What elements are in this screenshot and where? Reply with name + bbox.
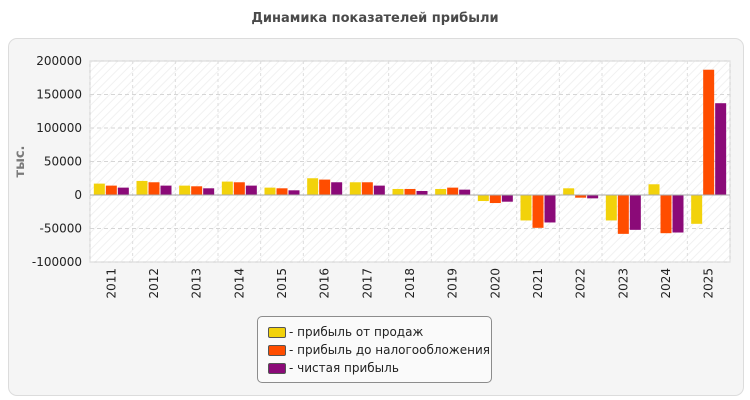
bar-net-profit-2017 — [373, 185, 385, 195]
bar-sales-profit-2014 — [221, 181, 233, 195]
bar-sales-profit-2013 — [179, 185, 191, 195]
bar-sales-profit-2024 — [648, 184, 660, 195]
bar-net-profit-2011 — [117, 187, 129, 195]
bar-sales-profit-2012 — [136, 180, 148, 195]
bar-pretax-profit-2020 — [489, 195, 501, 204]
legend-item-net-profit: - чистая прибыль — [268, 359, 399, 377]
x-tick-label: 2017 — [360, 268, 374, 299]
bar-pretax-profit-2024 — [660, 195, 672, 234]
legend-label-net-profit: - чистая прибыль — [289, 361, 399, 375]
bar-sales-profit-2022 — [563, 188, 575, 195]
bar-sales-profit-2018 — [392, 188, 404, 195]
bar-pretax-profit-2018 — [404, 188, 416, 195]
legend-swatch-pretax-profit — [268, 344, 286, 356]
x-tick-label: 2015 — [275, 268, 289, 299]
bar-pretax-profit-2023 — [617, 195, 629, 234]
bar-net-profit-2023 — [629, 195, 641, 230]
legend-swatch-sales-profit — [268, 326, 286, 338]
bar-net-profit-2012 — [160, 185, 172, 195]
bar-net-profit-2022 — [587, 195, 599, 199]
bar-pretax-profit-2025 — [703, 69, 715, 195]
bar-pretax-profit-2012 — [148, 182, 160, 195]
bar-net-profit-2019 — [459, 189, 471, 195]
bar-net-profit-2024 — [672, 195, 684, 233]
bar-pretax-profit-2017 — [361, 182, 373, 195]
legend-item-pretax-profit: - прибыль до налогообложения — [268, 341, 490, 359]
x-tick-label: 2016 — [318, 268, 332, 299]
bar-net-profit-2020 — [501, 195, 513, 202]
bar-sales-profit-2025 — [691, 195, 703, 224]
bar-net-profit-2014 — [245, 185, 257, 195]
bar-pretax-profit-2011 — [105, 185, 117, 195]
y-tick-label: -50000 — [39, 222, 82, 236]
y-tick-label: 150000 — [36, 88, 82, 102]
x-tick-label: 2012 — [147, 268, 161, 299]
x-tick-label: 2013 — [190, 268, 204, 299]
y-tick-label: 200000 — [36, 54, 82, 68]
x-tick-label: 2023 — [616, 268, 630, 299]
bar-sales-profit-2023 — [605, 195, 617, 221]
bar-sales-profit-2017 — [349, 182, 361, 195]
bar-pretax-profit-2013 — [191, 186, 203, 195]
x-tick-label: 2020 — [488, 268, 502, 299]
x-tick-label: 2018 — [403, 268, 417, 299]
chart-title: Динамика показателей прибыли — [251, 11, 499, 26]
y-tick-label: -100000 — [32, 255, 82, 269]
y-tick-label: 0 — [74, 188, 82, 202]
bar-net-profit-2015 — [288, 190, 300, 195]
bar-sales-profit-2019 — [435, 188, 447, 195]
x-tick-label: 2025 — [702, 268, 716, 299]
x-tick-label: 2019 — [446, 268, 460, 299]
legend-label-sales-profit: - прибыль от продаж — [289, 325, 424, 339]
bar-net-profit-2018 — [416, 190, 428, 195]
bar-sales-profit-2016 — [307, 178, 319, 195]
y-axis-label: тыс. — [13, 146, 28, 178]
legend-swatch-net-profit — [268, 362, 286, 374]
bar-net-profit-2021 — [544, 195, 556, 223]
bar-pretax-profit-2022 — [575, 195, 587, 198]
bar-pretax-profit-2019 — [447, 187, 459, 195]
y-tick-label: 50000 — [44, 155, 82, 169]
legend-label-pretax-profit: - прибыль до налогообложения — [289, 343, 490, 357]
legend-item-sales-profit: - прибыль от продаж — [268, 323, 423, 341]
bar-pretax-profit-2015 — [276, 188, 288, 195]
bar-pretax-profit-2016 — [319, 179, 331, 195]
x-tick-label: 2011 — [104, 268, 118, 299]
bar-sales-profit-2015 — [264, 187, 276, 195]
plot-area — [89, 60, 731, 263]
legend: - прибыль от продаж - прибыль до налогоо… — [257, 316, 492, 383]
bar-net-profit-2013 — [203, 188, 215, 195]
bar-pretax-profit-2021 — [532, 195, 544, 228]
x-tick-label: 2014 — [232, 268, 246, 299]
y-tick-label: 100000 — [36, 121, 82, 135]
bar-net-profit-2016 — [331, 182, 343, 195]
bar-sales-profit-2020 — [477, 195, 489, 202]
x-tick-label: 2024 — [659, 268, 673, 299]
x-tick-label: 2022 — [574, 268, 588, 299]
x-tick-label: 2021 — [531, 268, 545, 299]
bar-sales-profit-2011 — [93, 183, 105, 195]
bar-pretax-profit-2014 — [233, 182, 245, 195]
bar-sales-profit-2021 — [520, 195, 532, 221]
bar-net-profit-2025 — [715, 103, 727, 195]
